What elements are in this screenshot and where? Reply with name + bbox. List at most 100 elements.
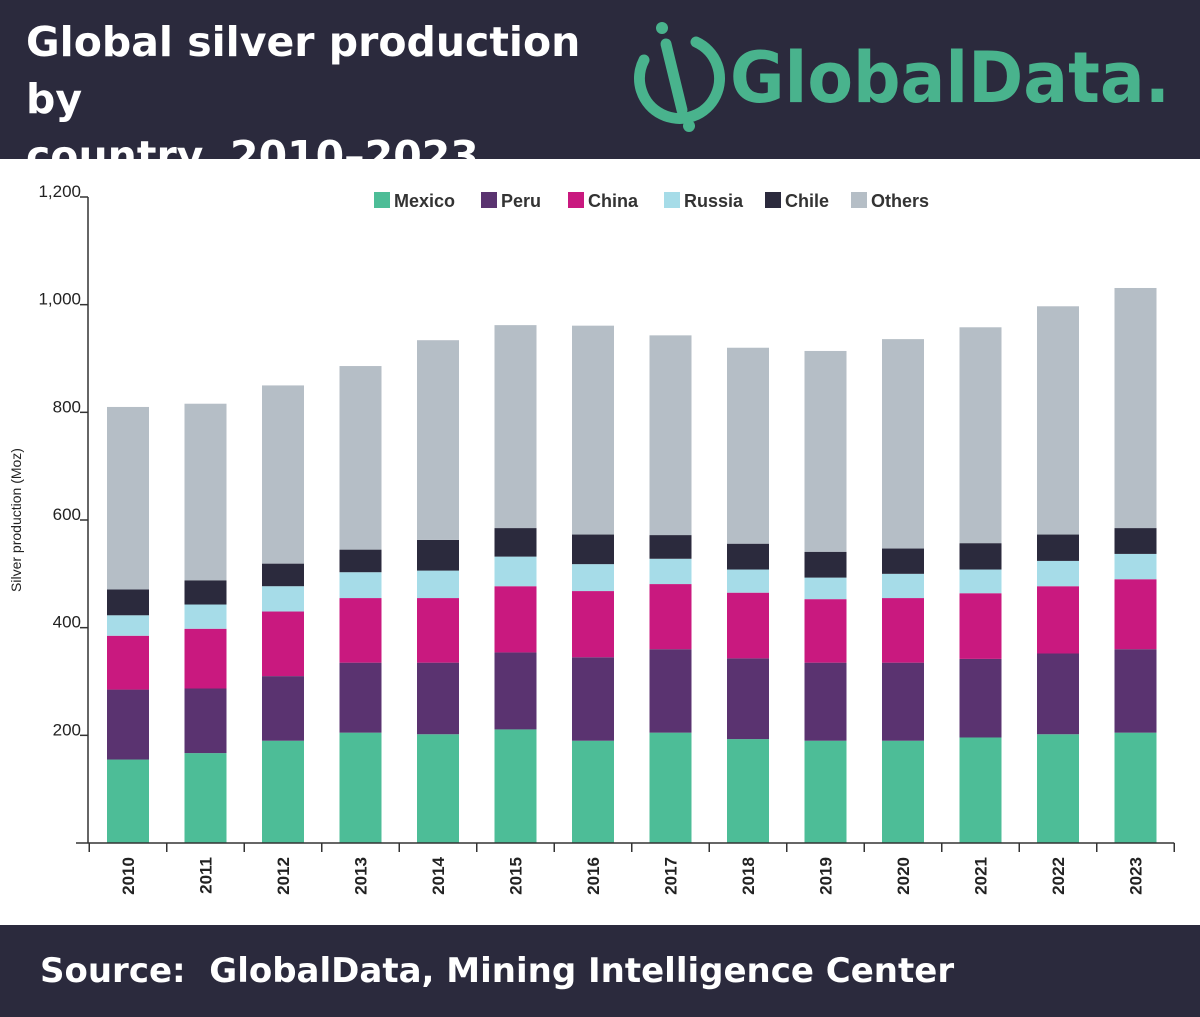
bar-russia-2015 xyxy=(494,556,537,587)
legend-label: Mexico xyxy=(394,191,455,211)
x-tick-label: 2017 xyxy=(662,857,681,895)
chart-title-line-1: Global silver production by xyxy=(26,18,581,123)
bar-china-2023 xyxy=(1114,579,1157,650)
y-tick-label: 600 xyxy=(53,505,81,524)
bar-russia-2021 xyxy=(959,569,1002,594)
bar-peru-2014 xyxy=(417,662,459,735)
bar-others-2020 xyxy=(882,339,924,549)
bar-chile-2015 xyxy=(494,528,537,557)
bar-russia-2020 xyxy=(882,573,924,599)
bar-chile-2017 xyxy=(649,535,692,559)
bar-mexico-2021 xyxy=(959,737,1002,843)
x-tick-label: 2019 xyxy=(817,857,836,895)
legend-item-chile: Chile xyxy=(765,191,829,211)
bar-chile-2023 xyxy=(1114,528,1157,554)
legend-item-russia: Russia xyxy=(664,191,744,211)
globaldata-wordmark: GlobalData. xyxy=(730,37,1170,119)
bar-mexico-2013 xyxy=(339,732,382,843)
bar-peru-2011 xyxy=(184,688,227,754)
bar-others-2016 xyxy=(572,325,614,535)
bar-russia-2018 xyxy=(727,569,769,593)
bar-peru-2013 xyxy=(339,662,382,733)
bar-peru-2016 xyxy=(572,657,614,741)
footer-banner: Source: GlobalData, Mining Intelligence … xyxy=(0,925,1200,1017)
bar-mexico-2012 xyxy=(262,740,304,843)
bar-mexico-2018 xyxy=(727,739,769,843)
bar-stack-2017 xyxy=(649,335,692,843)
bar-others-2013 xyxy=(339,366,382,550)
legend-swatch xyxy=(765,192,781,208)
bar-mexico-2015 xyxy=(494,729,537,843)
legend-swatch xyxy=(481,192,497,208)
bar-others-2010 xyxy=(107,406,149,590)
legend-label: Chile xyxy=(785,191,829,211)
bar-chile-2020 xyxy=(882,548,924,574)
bar-stack-2018 xyxy=(727,347,769,843)
y-axis-title: Silver production (Moz) xyxy=(8,448,24,592)
bar-stack-2021 xyxy=(959,327,1002,843)
bar-others-2018 xyxy=(727,347,769,544)
bar-russia-2014 xyxy=(417,570,459,599)
bar-stack-2015 xyxy=(494,325,537,843)
bar-stack-2020 xyxy=(882,339,924,843)
bar-peru-2023 xyxy=(1114,649,1157,733)
y-tick-label: 1,000 xyxy=(38,290,81,309)
bar-chile-2011 xyxy=(184,580,227,605)
bar-peru-2022 xyxy=(1037,653,1079,735)
bar-stack-2022 xyxy=(1037,306,1079,843)
bar-mexico-2010 xyxy=(107,759,149,843)
bar-russia-2013 xyxy=(339,572,382,599)
source-note: Source: GlobalData, Mining Intelligence … xyxy=(40,951,955,991)
bar-mexico-2019 xyxy=(804,740,847,843)
bar-others-2011 xyxy=(184,403,227,581)
bar-chile-2019 xyxy=(804,551,847,578)
y-tick-label: 200 xyxy=(53,720,81,739)
x-tick-label: 2013 xyxy=(352,857,371,895)
y-tick-label: 800 xyxy=(53,397,81,416)
bar-stack-2014 xyxy=(417,340,459,843)
y-tick-label: 400 xyxy=(53,613,81,632)
bar-china-2022 xyxy=(1037,586,1079,654)
legend-swatch xyxy=(664,192,680,208)
bar-mexico-2022 xyxy=(1037,734,1079,843)
bar-china-2012 xyxy=(262,611,304,677)
header-banner: Global silver production by country, 201… xyxy=(0,0,1200,180)
x-axis: 2010 2011 2012 2013 2014 2015 2016 2017 2018 2019… xyxy=(76,842,1175,895)
bar-china-2011 xyxy=(184,628,227,689)
globaldata-logo-icon xyxy=(634,22,725,132)
bar-others-2023 xyxy=(1114,287,1157,529)
bar-russia-2010 xyxy=(107,615,149,636)
chart-area: Mexico Peru China Russia Chile Others 200 400 6… xyxy=(0,161,1200,925)
y-axis: 200 400 600 800 1,000 1,200 Silver production … xyxy=(8,182,89,843)
bar-others-2019 xyxy=(804,350,847,552)
bar-mexico-2014 xyxy=(417,734,459,843)
bar-others-2015 xyxy=(494,325,537,529)
x-tick-label: 2011 xyxy=(197,857,216,894)
y-tick-label: 1,200 xyxy=(38,182,81,201)
bar-chile-2013 xyxy=(339,549,382,573)
bar-russia-2022 xyxy=(1037,560,1079,587)
bar-china-2021 xyxy=(959,593,1002,659)
bar-stack-2023 xyxy=(1114,287,1157,843)
bar-peru-2018 xyxy=(727,658,769,740)
bar-chile-2018 xyxy=(727,543,769,570)
x-tick-label: 2014 xyxy=(429,856,448,894)
x-tick-label: 2022 xyxy=(1049,857,1068,895)
bar-chile-2021 xyxy=(959,543,1002,570)
bar-mexico-2017 xyxy=(649,732,692,843)
bar-peru-2017 xyxy=(649,649,692,733)
bar-russia-2011 xyxy=(184,604,227,629)
bar-chile-2012 xyxy=(262,563,304,587)
bar-china-2016 xyxy=(572,591,614,658)
bar-stack-2016 xyxy=(572,325,614,843)
bar-chile-2022 xyxy=(1037,534,1079,561)
bar-russia-2019 xyxy=(804,577,847,600)
bar-mexico-2011 xyxy=(184,753,227,843)
x-tick-label: 2010 xyxy=(119,857,138,895)
x-tick-label: 2018 xyxy=(739,857,758,895)
x-tick-label: 2016 xyxy=(584,857,603,895)
bar-mexico-2016 xyxy=(572,740,614,843)
chart-legend: Mexico Peru China Russia Chile Others xyxy=(374,191,929,211)
bar-china-2019 xyxy=(804,599,847,663)
x-tick-label: 2021 xyxy=(972,857,991,895)
